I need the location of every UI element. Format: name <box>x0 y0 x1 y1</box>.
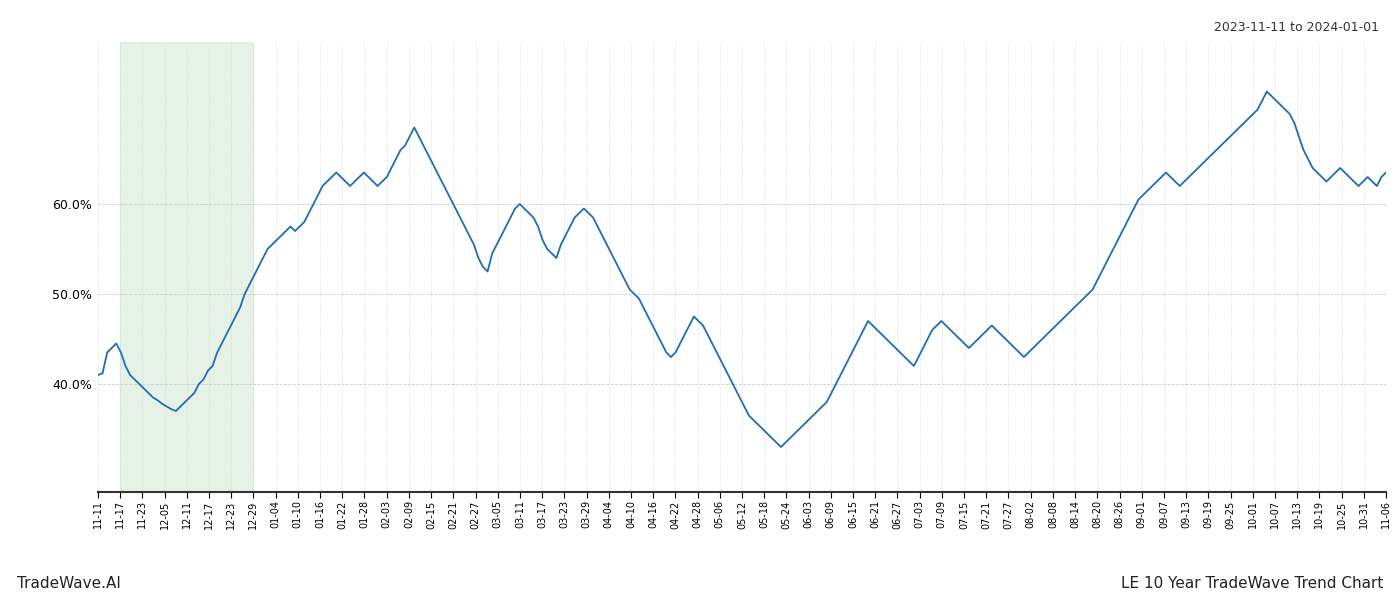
Bar <box>120 42 253 492</box>
Text: 2023-11-11 to 2024-01-01: 2023-11-11 to 2024-01-01 <box>1214 21 1379 34</box>
Text: LE 10 Year TradeWave Trend Chart: LE 10 Year TradeWave Trend Chart <box>1121 576 1383 591</box>
Text: TradeWave.AI: TradeWave.AI <box>17 576 120 591</box>
